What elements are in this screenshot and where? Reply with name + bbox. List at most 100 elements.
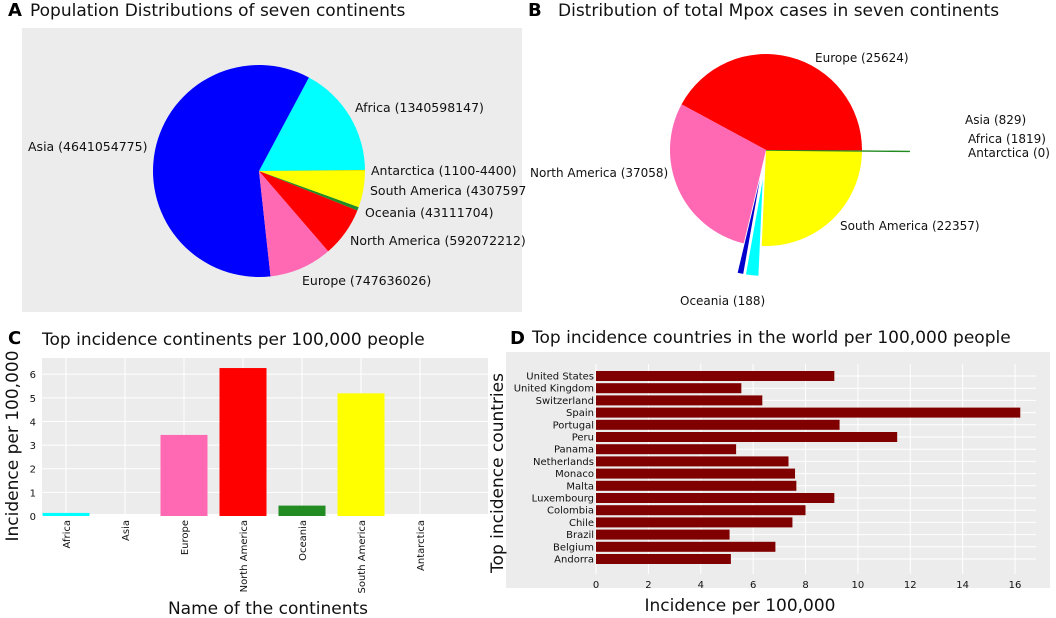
pie-label-antarctica: Antarctica (0) [968, 146, 1050, 160]
x-tick-label-south-america: South America [357, 520, 368, 594]
x-axis-label: Name of the continents [168, 599, 368, 618]
y-tick-label-luxembourg: Luxembourg [532, 494, 594, 505]
x-tick-label: 2 [645, 580, 651, 591]
x-tick-label: 6 [750, 580, 756, 591]
bar-peru [596, 432, 898, 442]
x-tick-label-antarctica: Antarctica [416, 520, 427, 571]
pie-chart-population: Asia (4641054775) Africa (1340598147) Anta… [28, 64, 526, 288]
y-tick-label-peru: Peru [572, 433, 594, 444]
bar-africa [42, 512, 90, 516]
bar-spain [596, 407, 1021, 418]
x-tick-label-africa: Africa [62, 520, 73, 549]
pie-label-north-america: North America (37058) [530, 166, 668, 180]
x-tick-label: 14 [956, 580, 969, 591]
pie-label-europe: Europe (747636026) [302, 273, 431, 288]
x-tick-label: 16 [1009, 580, 1022, 591]
pie-label-europe: Europe (25624) [815, 51, 909, 65]
y-tick-label: 4 [30, 417, 36, 428]
y-axis-label: Top incidence countries [488, 373, 508, 574]
bar-malta [596, 480, 797, 491]
y-tick-label: 6 [30, 370, 36, 381]
y-tick-label-brazil: Brazil [566, 530, 594, 541]
y-axis-label: Incidence per 100,000 [3, 350, 23, 541]
bar-belgium [596, 541, 776, 552]
bar-netherlands [596, 456, 789, 467]
pie-slice-antarctica [259, 169, 365, 171]
bar-luxembourg [596, 493, 835, 503]
x-tick-label-europe: Europe [180, 520, 191, 555]
y-tick-label-united-kingdom: United Kingdom [514, 384, 594, 395]
pie-slice-north-america [259, 171, 358, 252]
x-tick-label-oceania: Oceania [298, 520, 309, 561]
bar-andorra [596, 554, 731, 564]
x-tick-label: 10 [852, 580, 865, 591]
pie-slice-europe [259, 171, 329, 277]
panel-a-title: Population Distributions of seven contin… [30, 1, 406, 21]
pie-label-africa: Africa (1819) [968, 132, 1046, 146]
pie-slice-africa [746, 179, 763, 276]
pie-slice-asia [153, 64, 309, 277]
bar-colombia [596, 505, 806, 516]
y-tick-label-switzerland: Switzerland [536, 396, 594, 407]
pie-slice-south-america [761, 150, 862, 246]
y-tick-label: 3 [30, 441, 36, 452]
bar-united-states [596, 371, 835, 381]
bar-south-america [337, 393, 385, 516]
y-tick-label: 1 [30, 488, 36, 499]
panel-letter-c: C [8, 328, 22, 349]
y-tick-label-portugal: Portugal [553, 420, 594, 431]
x-tick-label: 4 [698, 580, 704, 591]
pie-label-north-america: North America (592072212) [350, 233, 526, 248]
panel-c-title: Top incidence continents per 100,000 peo… [42, 330, 425, 350]
x-tick-label: 12 [904, 580, 917, 591]
bar-north-america [219, 368, 267, 516]
y-tick-label-belgium: Belgium [553, 542, 594, 553]
bar-monaco [596, 468, 796, 479]
panel-b: B Distribution of total Mpox cases in se… [528, 0, 1056, 318]
pie-label-asia: Asia (829) [965, 113, 1026, 127]
x-tick-label-north-america: North America [239, 520, 250, 592]
pie-slice-north-america [681, 53, 863, 151]
y-tick-label: 0 [30, 512, 36, 523]
x-axis-label: Incidence per 100,000 [644, 596, 835, 616]
pie-slice-oceania [765, 149, 910, 153]
panel-c: C Top incidence continents per 100,000 p… [0, 318, 500, 618]
pie-label-africa: Africa (1340598147) [355, 100, 484, 115]
pie-slice-europe [669, 104, 766, 244]
panel-d: D Top incidence countries in the world p… [488, 318, 1056, 618]
panel-letter-a: A [8, 0, 22, 21]
pie-label-south-america: South America (4307597 [370, 183, 526, 198]
y-tick-label-monaco: Monaco [555, 469, 594, 480]
x-tick-label-asia: Asia [121, 520, 132, 541]
bar-panama [596, 444, 737, 455]
pie-slice-south-america [259, 171, 365, 208]
y-tick-label-spain: Spain [566, 408, 594, 419]
pie-slice-asia [737, 179, 760, 274]
pie-chart-mpox-cases: Europe (25624) Asia (829) Africa (1819)Ant… [530, 51, 1050, 308]
pie-label-oceania: Oceania (43111704) [365, 205, 493, 220]
pie-label-oceania: Oceania (188) [680, 294, 765, 308]
bar-europe [160, 434, 208, 516]
panel-b-title: Distribution of total Mpox cases in seve… [558, 1, 1000, 21]
y-tick-label: 5 [30, 394, 36, 405]
x-tick-label: 0 [593, 580, 599, 591]
bar-oceania [278, 505, 326, 516]
y-tick-label-andorra: Andorra [554, 555, 594, 566]
y-tick-label-chile: Chile [569, 518, 594, 529]
bar-chart-continents: 0 1 2 3 4 5 6 Africa Asia Europe North America Ocea… [3, 350, 488, 618]
bar-portugal [596, 419, 840, 430]
y-tick-label-panama: Panama [554, 445, 594, 456]
y-tick-label-colombia: Colombia [547, 506, 594, 517]
y-tick-label-malta: Malta [566, 481, 594, 492]
pie-slice-africa [259, 77, 365, 171]
panel-d-title: Top incidence countries in the world per… [532, 328, 1011, 348]
pie-label-south-america: South America (22357) [840, 219, 980, 233]
panel-letter-d: D [510, 328, 525, 349]
bar-chile [596, 517, 793, 528]
pie-slice-oceania [259, 171, 359, 211]
y-tick-label-netherlands: Netherlands [533, 457, 594, 468]
panel-letter-b: B [528, 0, 542, 21]
pie-label-antarctica: Antarctica (1100-4400) [371, 163, 517, 178]
y-tick-label: 2 [30, 465, 36, 476]
